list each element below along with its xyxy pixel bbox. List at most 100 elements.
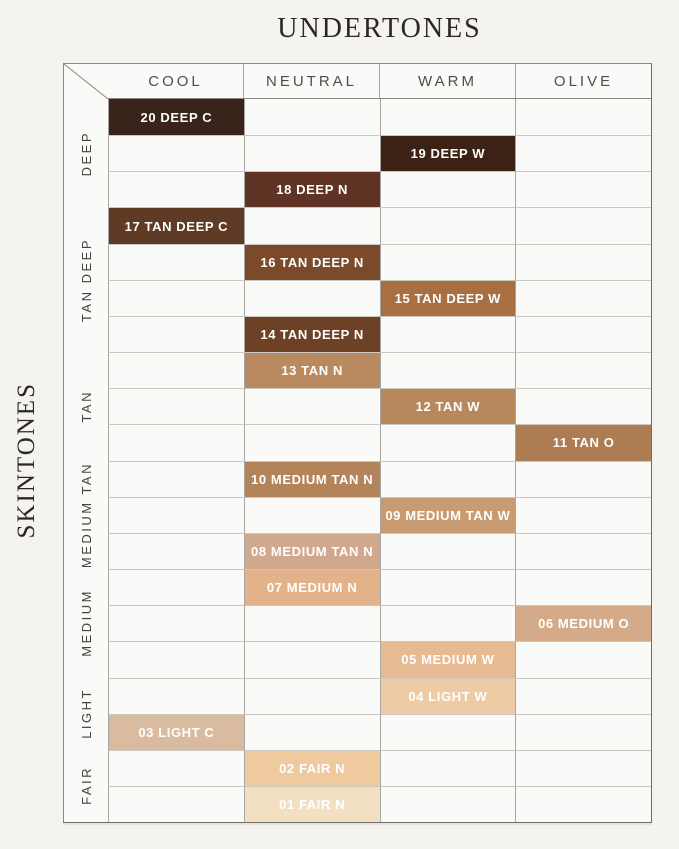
shade-row-12-tan-w: 12 TAN W — [108, 388, 651, 425]
shade-matrix: COOL NEUTRAL WARM OLIVE DEEP TAN DEEP TAN MEDI… — [63, 63, 652, 823]
shade-label: 17 TAN DEEP C — [124, 218, 229, 234]
shade-row-17-tan-deep-c: 17 TAN DEEP C — [108, 207, 651, 244]
row-group-label-text: TAN DEEP — [78, 237, 94, 322]
shade-label: 16 TAN DEEP N — [260, 254, 364, 270]
shade-label: 11 TAN O — [552, 435, 615, 451]
empty-cell-olive — [515, 352, 651, 389]
empty-cell-warm — [379, 424, 516, 461]
row-group-medium: MEDIUM — [64, 569, 108, 677]
empty-cell-olive — [515, 279, 651, 316]
shade-cell-15-tan-deep-w: 15 TAN DEEP W — [379, 279, 516, 316]
empty-cell-warm — [379, 532, 516, 570]
column-header-neutral: NEUTRAL — [243, 64, 379, 98]
shade-cell-10-medium-tan-n: 10 MEDIUM TAN N — [243, 460, 380, 497]
empty-cell-neutral — [243, 605, 380, 642]
shade-cell-01-fair-n: 01 FAIR N — [243, 785, 380, 823]
shade-row-15-tan-deep-w: 15 TAN DEEP W — [108, 279, 651, 316]
shade-row-16-tan-deep-n: 16 TAN DEEP N — [108, 243, 651, 280]
shade-grid: 20 DEEP C 19 DEEP W 18 DEEP N 17 TAN DEEP C… — [108, 99, 651, 823]
column-header-cool: COOL — [148, 72, 203, 90]
empty-cell-olive — [515, 460, 651, 497]
diagonal-divider-line — [64, 64, 108, 99]
row-group-label-text: MEDIUM TAN — [78, 461, 94, 568]
empty-cell-olive — [515, 315, 651, 353]
empty-cell-warm — [379, 460, 516, 497]
shade-cell-18-deep-n: 18 DEEP N — [243, 171, 380, 208]
empty-cell-warm — [379, 785, 516, 823]
shade-row-09-medium-tan-w: 09 MEDIUM TAN W — [108, 496, 651, 533]
empty-cell-warm — [379, 99, 516, 136]
empty-cell-warm — [379, 352, 516, 389]
shade-row-07-medium-n: 07 MEDIUM N — [108, 569, 651, 606]
empty-cell-neutral — [243, 713, 380, 750]
shade-cell-19-deep-w: 19 DEEP W — [379, 135, 516, 172]
empty-cell-olive — [515, 713, 651, 750]
column-header-olive: OLIVE — [515, 64, 651, 98]
shade-cell-17-tan-deep-c: 17 TAN DEEP C — [108, 207, 244, 244]
shade-row-10-medium-tan-n: 10 MEDIUM TAN N — [108, 460, 651, 497]
empty-cell-warm — [379, 605, 516, 642]
empty-cell-warm — [379, 243, 516, 280]
skintones-axis-title: SKINTONES — [10, 98, 44, 823]
empty-cell-olive — [515, 641, 651, 678]
row-group-label-text: LIGHT — [78, 688, 94, 739]
shade-row-19-deep-w: 19 DEEP W — [108, 135, 651, 172]
shade-cell-02-fair-n: 02 FAIR N — [243, 749, 380, 786]
empty-cell-olive — [515, 785, 651, 823]
empty-cell-cool — [108, 785, 244, 823]
shade-row-08-medium-tan-n: 08 MEDIUM TAN N — [108, 532, 651, 570]
empty-cell-warm — [379, 171, 516, 208]
shade-label: 13 TAN N — [281, 363, 343, 379]
shade-label: 12 TAN W — [415, 399, 481, 415]
shade-row-06-medium-o: 06 MEDIUM O — [108, 605, 651, 642]
shade-row-05-medium-w: 05 MEDIUM W — [108, 641, 651, 678]
shade-cell-05-medium-w: 05 MEDIUM W — [379, 641, 516, 678]
shade-label: 06 MEDIUM O — [538, 616, 630, 632]
empty-cell-cool — [108, 171, 244, 208]
row-group-medium-tan: MEDIUM TAN — [64, 461, 108, 569]
empty-cell-cool — [108, 243, 244, 280]
row-group-light: LIGHT — [64, 677, 108, 749]
row-group-fair: FAIR — [64, 750, 108, 822]
empty-cell-olive — [515, 569, 651, 606]
shade-label: 18 DEEP N — [276, 182, 348, 198]
empty-cell-olive — [515, 171, 651, 208]
shade-row-04-light-w: 04 LIGHT W — [108, 677, 651, 714]
shade-cell-12-tan-w: 12 TAN W — [379, 388, 516, 425]
shade-label: 15 TAN DEEP W — [394, 290, 502, 306]
empty-cell-olive — [515, 207, 651, 244]
skintones-axis-title-text: SKINTONES — [13, 382, 40, 539]
row-group-deep: DEEP — [64, 99, 108, 207]
shade-label: 04 LIGHT W — [408, 688, 488, 704]
shade-row-01-fair-n: 01 FAIR N — [108, 785, 651, 823]
empty-cell-neutral — [243, 135, 380, 172]
empty-cell-cool — [108, 641, 244, 678]
shade-label: 03 LIGHT C — [138, 724, 215, 740]
row-group-tan: TAN — [64, 352, 108, 460]
empty-cell-warm — [379, 569, 516, 606]
shade-row-11-tan-o: 11 TAN O — [108, 424, 651, 461]
undertone-header-row: COOL NEUTRAL WARM OLIVE — [64, 64, 651, 99]
shade-cell-08-medium-tan-n: 08 MEDIUM TAN N — [243, 532, 380, 570]
empty-cell-cool — [108, 315, 244, 353]
empty-cell-cool — [108, 135, 244, 172]
shade-label: 02 FAIR N — [279, 760, 346, 776]
empty-cell-olive — [515, 749, 651, 786]
undertones-axis-title: UNDERTONES — [277, 13, 482, 44]
row-group-label-text: TAN — [78, 389, 94, 423]
shade-cell-14-tan-deep-n: 14 TAN DEEP N — [243, 315, 380, 353]
shade-row-02-fair-n: 02 FAIR N — [108, 749, 651, 786]
shade-cell-07-medium-n: 07 MEDIUM N — [243, 569, 380, 606]
shade-label: 14 TAN DEEP N — [260, 327, 364, 343]
empty-cell-cool — [108, 496, 244, 533]
shade-label: 20 DEEP C — [140, 109, 213, 125]
shade-cell-16-tan-deep-n: 16 TAN DEEP N — [243, 243, 380, 280]
empty-cell-cool — [108, 460, 244, 497]
empty-cell-neutral — [243, 99, 380, 136]
row-group-label-text: MEDIUM — [78, 589, 94, 658]
empty-cell-cool — [108, 569, 244, 606]
shade-row-03-light-c: 03 LIGHT C — [108, 713, 651, 750]
empty-cell-neutral — [243, 424, 380, 461]
empty-cell-warm — [379, 713, 516, 750]
